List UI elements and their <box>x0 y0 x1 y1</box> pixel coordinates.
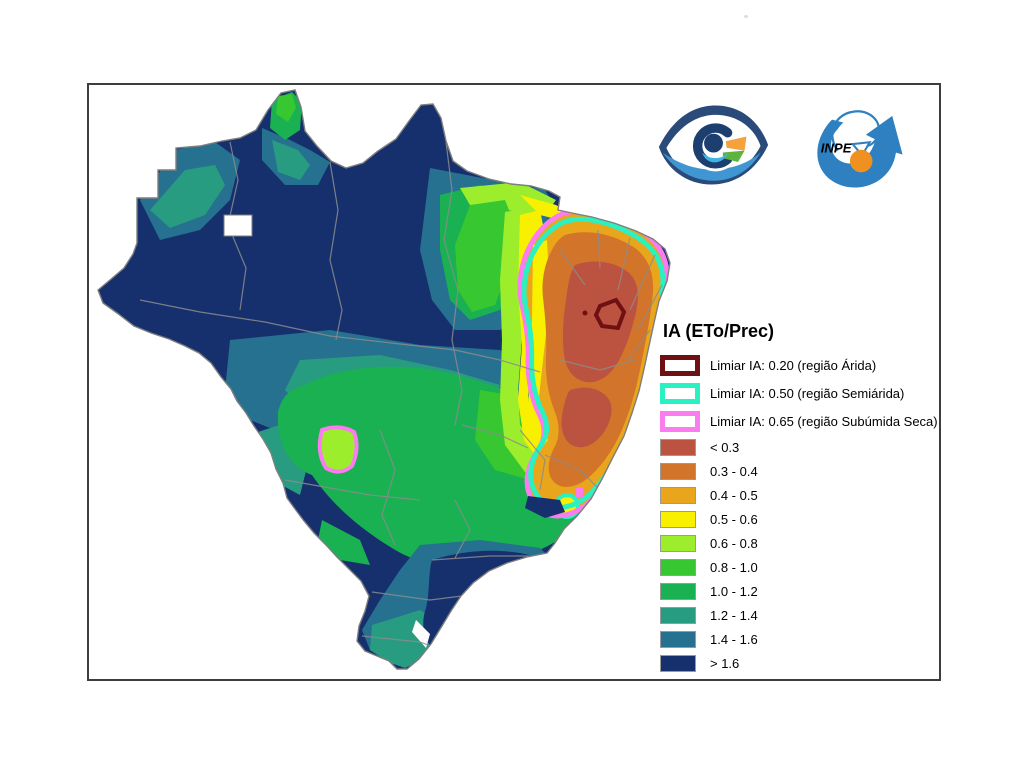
legend-threshold-row: Limiar IA: 0.20 (região Árida) <box>660 355 938 376</box>
legend-label: 0.8 - 1.0 <box>710 560 758 575</box>
map-region <box>525 496 565 518</box>
map-region <box>423 550 550 660</box>
legend-title: IA (ETo/Prec) <box>663 321 775 341</box>
map-region <box>455 200 515 312</box>
legend-label: 1.4 - 1.6 <box>710 632 758 647</box>
stray-mark <box>744 15 748 18</box>
legend-class-row: 0.6 - 0.8 <box>660 535 938 552</box>
class-swatch <box>660 463 696 480</box>
eye-c-ring <box>692 123 733 169</box>
legend-class-row: 0.3 - 0.4 <box>660 463 938 480</box>
legend-label: 0.5 - 0.6 <box>710 512 758 527</box>
map-legend: IA (ETo/Prec) Limiar IA: 0.20 (região Ár… <box>660 321 938 679</box>
class-swatch <box>660 607 696 624</box>
legend-label: 0.3 - 0.4 <box>710 464 758 479</box>
arid-threshold-swatch <box>660 355 700 376</box>
class-swatch <box>660 535 696 552</box>
eye-wave <box>702 152 729 163</box>
inpe-loop <box>831 110 881 152</box>
class-swatch <box>660 439 696 456</box>
legend-class-row: 1.4 - 1.6 <box>660 631 938 648</box>
class-swatch <box>660 559 696 576</box>
legend-label: 1.0 - 1.2 <box>710 584 758 599</box>
legend-threshold-row: Limiar IA: 0.50 (região Semiárida) <box>660 383 938 404</box>
eye-lower-lid <box>662 152 761 181</box>
legend-label: Limiar IA: 0.50 (região Semiárida) <box>710 386 905 401</box>
legend-label: Limiar IA: 0.65 (região Subúmida Seca) <box>710 414 938 429</box>
legend-threshold-row: Limiar IA: 0.65 (região Subúmida Seca) <box>660 411 938 432</box>
semiarid-threshold-swatch <box>660 383 700 404</box>
legend-class-row: > 1.6 <box>660 655 938 672</box>
arid-contour <box>593 297 627 331</box>
map-region <box>561 387 612 448</box>
subhumid-pocket <box>317 425 359 474</box>
map-region <box>276 94 296 122</box>
class-swatch <box>660 487 696 504</box>
subhumid-threshold-swatch <box>660 411 700 432</box>
inpe-logo: INPE <box>817 110 903 188</box>
legend-class-row: 0.8 - 1.0 <box>660 559 938 576</box>
map-region <box>272 140 310 180</box>
state-boundaries <box>139 141 663 649</box>
legend-class-row: 0.4 - 0.5 <box>660 487 938 504</box>
eye-green-wedge <box>722 150 745 162</box>
legend-label: < 0.3 <box>710 440 740 455</box>
eye-logo <box>658 105 769 185</box>
inpe-swoosh-arrow <box>817 115 903 188</box>
class-swatch <box>660 631 696 648</box>
map-region <box>318 520 370 565</box>
lagoon <box>412 620 430 648</box>
legend-label: 0.4 - 0.5 <box>710 488 758 503</box>
eye-orange-wedge <box>725 136 747 151</box>
legend-label: 1.2 - 1.4 <box>710 608 758 623</box>
legend-class-row: 1.2 - 1.4 <box>660 607 938 624</box>
class-swatch <box>660 655 696 672</box>
arid-contour-dot <box>582 310 588 316</box>
legend-class-row: 0.5 - 0.6 <box>660 511 938 528</box>
inpe-wordmark: INPE <box>821 141 853 156</box>
map-region <box>520 195 568 220</box>
legend-label: 0.6 - 0.8 <box>710 536 758 551</box>
map-region <box>500 208 560 482</box>
legend-classes: < 0.3 0.3 - 0.4 0.4 - 0.5 0.5 - 0.6 0.6 … <box>660 439 938 672</box>
map-region <box>150 165 225 228</box>
inpe-orange-ball <box>849 149 873 173</box>
brazil-outline <box>97 89 671 670</box>
legend-label: > 1.6 <box>710 656 740 671</box>
border-notch <box>223 214 253 237</box>
inpe-loop-arrowhead <box>850 140 872 158</box>
eye-pupil <box>704 133 723 153</box>
legend-class-row: 1.0 - 1.2 <box>660 583 938 600</box>
legend-class-row: < 0.3 <box>660 439 938 456</box>
class-swatch <box>660 511 696 528</box>
class-swatch <box>660 583 696 600</box>
legend-label: Limiar IA: 0.20 (região Árida) <box>710 358 877 373</box>
subhumid-fleck <box>576 488 583 497</box>
